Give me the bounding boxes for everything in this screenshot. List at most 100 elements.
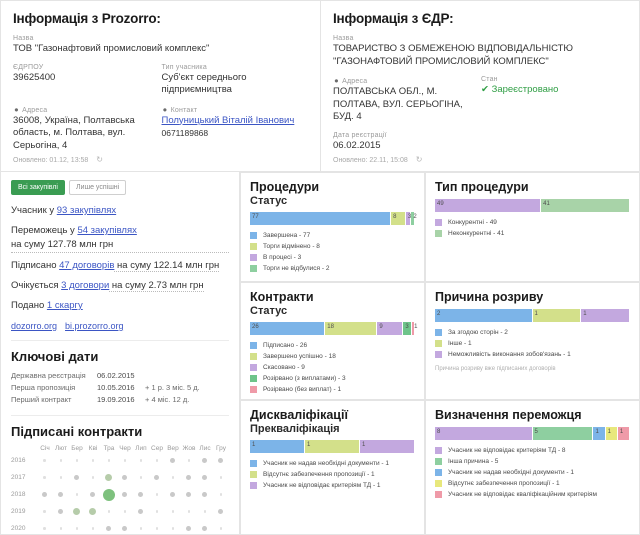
bar-segment[interactable]: 1 [305, 440, 360, 453]
heatmap-cell[interactable] [37, 486, 53, 503]
heatmap-cell[interactable] [213, 503, 229, 520]
heatmap-cell[interactable] [149, 520, 165, 535]
filter-successful-only-button[interactable]: Лише успішні [68, 180, 127, 195]
legend-item[interactable]: Конкурентні - 49 [435, 217, 630, 228]
heatmap-cell[interactable] [53, 520, 69, 535]
termination-reason-bar[interactable]: 2 1 1 [435, 309, 630, 322]
heatmap-cell[interactable] [165, 452, 181, 469]
bar-segment[interactable]: 5 [532, 427, 594, 440]
heatmap-cell[interactable] [197, 503, 213, 520]
heatmap-cell[interactable] [165, 486, 181, 503]
heatmap-cell[interactable] [133, 520, 149, 535]
prequalification-bar[interactable]: 1 1 1 [250, 440, 415, 453]
legend-item[interactable]: Неконкурентні - 41 [435, 228, 630, 239]
bar-segment[interactable]: 9 [377, 322, 404, 335]
heatmap-cell[interactable] [181, 520, 197, 535]
summary-link[interactable]: 47 договорів [59, 260, 115, 271]
purchases-filter-toggle[interactable]: Всі закупівлі Лише успішні [11, 180, 229, 195]
heatmap-cell[interactable] [37, 469, 53, 486]
heatmap-cell[interactable] [101, 486, 117, 503]
procedure-type-bar[interactable]: 49 41 [435, 199, 630, 212]
heatmap-cell[interactable] [181, 486, 197, 503]
bar-segment[interactable]: 1 [617, 427, 630, 440]
legend-item[interactable]: Підписано - 26 [250, 340, 415, 351]
external-link[interactable]: bi.prozorro.org [65, 321, 124, 331]
heatmap-cell[interactable] [133, 486, 149, 503]
summary-link[interactable]: 1 скаргу [46, 300, 83, 311]
legend-item[interactable]: Інша причина - 5 [435, 456, 630, 467]
heatmap-cell[interactable] [197, 452, 213, 469]
summary-link[interactable]: 3 договори [61, 280, 110, 291]
prozorro-contact-name[interactable]: Полуницький Віталій Іванович [161, 115, 308, 128]
heatmap-cell[interactable] [213, 469, 229, 486]
bar-segment[interactable]: 41 [541, 199, 630, 212]
legend-item[interactable]: Розірвано (з виплатами) - 3 [250, 373, 415, 384]
refresh-icon[interactable]: ↻ [415, 155, 423, 164]
winner-determination-bar[interactable]: 8 5 1 1 1 [435, 427, 630, 440]
heatmap-cell[interactable] [213, 486, 229, 503]
heatmap-cell[interactable] [117, 486, 133, 503]
heatmap-cell[interactable] [133, 469, 149, 486]
bar-segment[interactable]: 3 [405, 212, 412, 225]
bar-segment[interactable]: 3 [403, 322, 413, 335]
refresh-icon[interactable]: ↻ [96, 155, 103, 164]
heatmap-cell[interactable] [133, 503, 149, 520]
heatmap-cell[interactable] [37, 520, 53, 535]
legend-item[interactable]: Неможливість виконання зобов'язань - 1 [435, 349, 630, 360]
bar-segment[interactable]: 1 [412, 322, 417, 335]
bar-segment[interactable]: 2 [435, 309, 533, 322]
heatmap-cell[interactable] [85, 469, 101, 486]
heatmap-cell[interactable] [37, 452, 53, 469]
bar-segment[interactable]: 77 [250, 212, 392, 225]
heatmap-cell[interactable] [197, 520, 213, 535]
heatmap-cell[interactable] [53, 486, 69, 503]
prozorro-contact-link[interactable]: Полуницький Віталій Іванович [161, 114, 295, 126]
bar-segment[interactable]: 1 [581, 309, 630, 322]
bar-segment[interactable]: 1 [360, 440, 415, 453]
legend-item[interactable]: Інше - 1 [435, 338, 630, 349]
heatmap-cell[interactable] [53, 452, 69, 469]
heatmap-cell[interactable] [165, 503, 181, 520]
heatmap-cell[interactable] [149, 503, 165, 520]
heatmap-cell[interactable] [213, 520, 229, 535]
heatmap-cell[interactable] [37, 503, 53, 520]
heatmap-cell[interactable] [133, 452, 149, 469]
legend-item[interactable]: Скасовано - 9 [250, 362, 415, 373]
heatmap-cell[interactable] [69, 520, 85, 535]
heatmap-cell[interactable] [181, 469, 197, 486]
procedures-status-bar[interactable]: 77 8 3 2 [250, 212, 417, 225]
bar-segment[interactable]: 8 [435, 427, 533, 440]
legend-item[interactable]: Учасник не відповідає критеріям ТД - 8 [435, 445, 630, 456]
legend-item[interactable]: Розірвано (без виплат) - 1 [250, 384, 415, 395]
heatmap-cell[interactable] [181, 452, 197, 469]
bar-segment[interactable]: 1 [250, 440, 305, 453]
bar-segment[interactable]: 18 [325, 322, 378, 335]
heatmap-cell[interactable] [117, 520, 133, 535]
heatmap-cell[interactable] [53, 469, 69, 486]
heatmap-cell[interactable] [165, 520, 181, 535]
summary-link[interactable]: 93 закупівлях [56, 205, 117, 216]
legend-item[interactable]: Учасник не відповідає критеріям ТД - 1 [250, 480, 415, 491]
heatmap-cell[interactable] [69, 486, 85, 503]
summary-link[interactable]: 54 закупівлях [77, 225, 137, 236]
bar-segment[interactable]: 8 [391, 212, 406, 225]
legend-item[interactable]: Відсутнє забезпечення пропозиції - 1 [250, 469, 415, 480]
heatmap-cell[interactable] [117, 452, 133, 469]
legend-item[interactable]: Торги не відбулися - 2 [250, 263, 415, 274]
external-links[interactable]: dozorro.org bi.prozorro.org [11, 321, 229, 331]
heatmap-cell[interactable] [117, 503, 133, 520]
heatmap-cell[interactable] [149, 469, 165, 486]
bar-segment[interactable]: 2 [411, 212, 417, 225]
heatmap-cell[interactable] [117, 469, 133, 486]
legend-item[interactable]: Відсутнє забезпечення пропозиції - 1 [435, 478, 630, 489]
heatmap-cell[interactable] [69, 452, 85, 469]
heatmap-cell[interactable] [197, 469, 213, 486]
heatmap-cell[interactable] [197, 486, 213, 503]
heatmap-cell[interactable] [69, 469, 85, 486]
heatmap-cell[interactable] [101, 520, 117, 535]
filter-all-purchases-button[interactable]: Всі закупівлі [11, 180, 65, 195]
bar-segment[interactable]: 1 [593, 427, 606, 440]
heatmap-cell[interactable] [53, 503, 69, 520]
legend-item[interactable]: В процесі - 3 [250, 252, 415, 263]
heatmap-cell[interactable] [101, 503, 117, 520]
